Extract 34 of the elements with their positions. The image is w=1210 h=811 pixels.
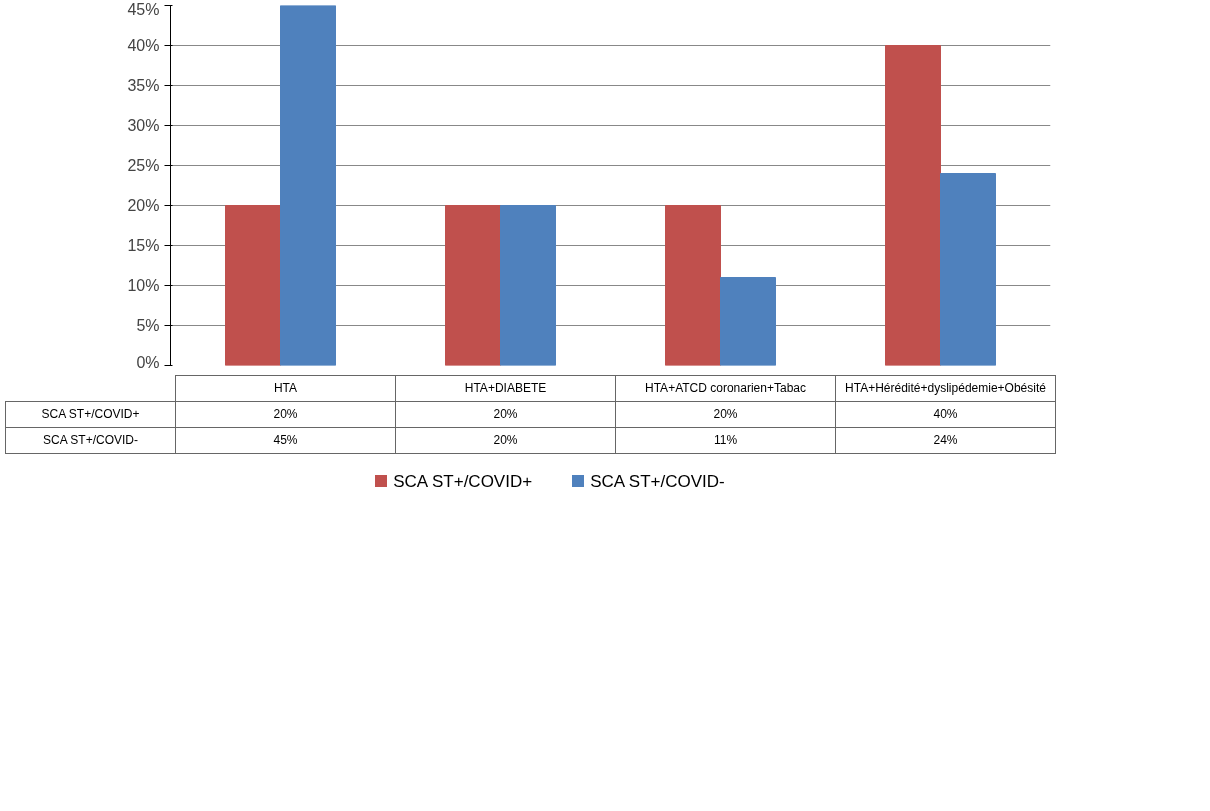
data-label: 20%	[615, 401, 836, 428]
data-label: 20%	[395, 427, 616, 454]
y-tick-label: 20%	[127, 197, 160, 214]
y-tick-label: 0%	[136, 353, 160, 371]
bar	[280, 5, 336, 366]
y-tick-label: 10%	[127, 277, 160, 294]
text: SCA ST+/COVID-	[42, 433, 139, 448]
data-label: 20%	[175, 401, 396, 428]
y-tick-label: 35%	[127, 77, 160, 94]
data-label: 20%	[395, 401, 616, 428]
legend-label: SCA ST+/COVID-	[590, 471, 725, 491]
bar	[885, 45, 941, 366]
bar	[500, 205, 556, 366]
x-tick-label: HTA+DIABETE	[395, 375, 616, 402]
data-label: 11%	[615, 427, 836, 454]
y-tick-label: 40%	[127, 37, 160, 54]
x-tick-label: HTA+ATCD coronarien+Tabac	[615, 375, 836, 402]
data-label: 40%	[835, 401, 1056, 428]
x-tick-label: HTA	[175, 375, 396, 402]
bar	[940, 173, 996, 366]
y-tick-label: 5%	[136, 317, 160, 334]
x-tick-label: HTA+Hérédité+dyslipédemie+Obésité	[835, 375, 1056, 402]
text: SCA ST+/COVID+	[41, 407, 140, 422]
bar	[720, 277, 776, 366]
bar	[665, 205, 721, 366]
y-tick-label: 45%	[127, 0, 160, 18]
legend-label: SCA ST+/COVID+	[393, 471, 533, 491]
bar	[225, 205, 281, 366]
bar	[445, 205, 501, 366]
data-label: 45%	[175, 427, 396, 454]
y-tick-label: 15%	[127, 237, 160, 254]
y-tick-label: 30%	[127, 117, 160, 134]
y-tick-label: 25%	[127, 157, 160, 174]
data-label: 24%	[835, 427, 1056, 454]
